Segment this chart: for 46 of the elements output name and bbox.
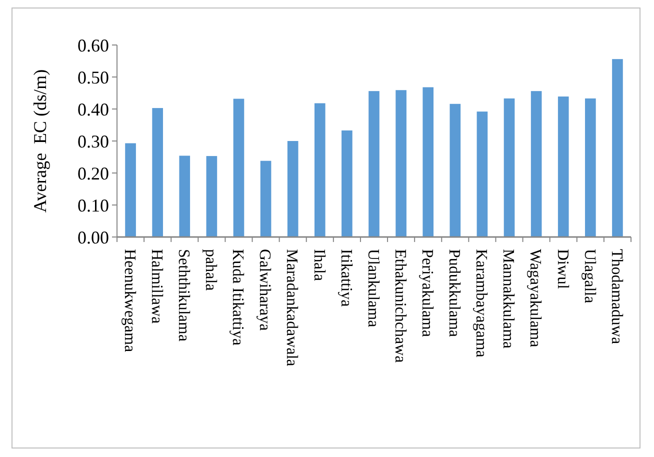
x-tick-label: Ethakunichchawa: [391, 249, 408, 363]
bar: [504, 98, 515, 237]
bar: [422, 87, 434, 237]
bar: [206, 156, 218, 237]
x-tick-label: Karambayagama: [472, 249, 490, 358]
bar: [476, 112, 488, 237]
bar: [396, 90, 406, 237]
x-tick-label: Heenukwegama: [120, 249, 138, 352]
y-tick-label: 0.50: [78, 67, 109, 88]
x-tick-label: pahala: [202, 249, 220, 291]
bar: [233, 98, 244, 237]
x-tick-label: Halmillawa: [148, 249, 165, 324]
y-tick-label: 0.60: [78, 35, 109, 56]
bar: [585, 98, 596, 237]
bar: [612, 59, 623, 237]
bar: [314, 103, 326, 237]
x-tick-label: Diwul: [554, 249, 571, 290]
x-tick-label: Ihala: [310, 249, 328, 281]
y-tick-label: 0.10: [78, 195, 109, 216]
y-tick-label: 0.00: [78, 227, 109, 248]
bar: [287, 141, 298, 237]
bar: [260, 160, 272, 237]
y-tick-label: 0.30: [78, 131, 109, 152]
x-tick-label: Wagayakulama: [526, 249, 544, 348]
bar: [450, 104, 461, 237]
x-tick-label: Kuda Itikattiya: [229, 249, 246, 346]
y-tick-label: 0.20: [78, 163, 109, 184]
bar: [558, 96, 569, 237]
bar: [530, 91, 542, 237]
x-tick-label: Pudukkulama: [446, 249, 463, 337]
x-tick-label: Periyakulama: [418, 249, 436, 337]
x-tick-label: Mannakkulama: [500, 249, 517, 349]
y-tick-label: 0.40: [78, 99, 109, 120]
bar: [179, 156, 190, 237]
bar: [368, 91, 380, 237]
bar: [342, 130, 352, 237]
x-tick-label: Thodamaduwa: [608, 249, 625, 344]
x-tick-label: Maradankadawala: [283, 249, 300, 366]
x-tick-label: Ulagalla: [580, 249, 598, 304]
y-axis-title: Average EC (ds/m): [30, 69, 50, 213]
bar: [152, 108, 163, 237]
x-tick-label: Ulankulama: [364, 249, 382, 328]
x-tick-label: Galwiharaya: [256, 249, 274, 331]
x-tick-label: Itikattiya: [337, 249, 354, 307]
x-tick-label: Seththikulama: [175, 249, 192, 342]
bar: [125, 143, 136, 237]
